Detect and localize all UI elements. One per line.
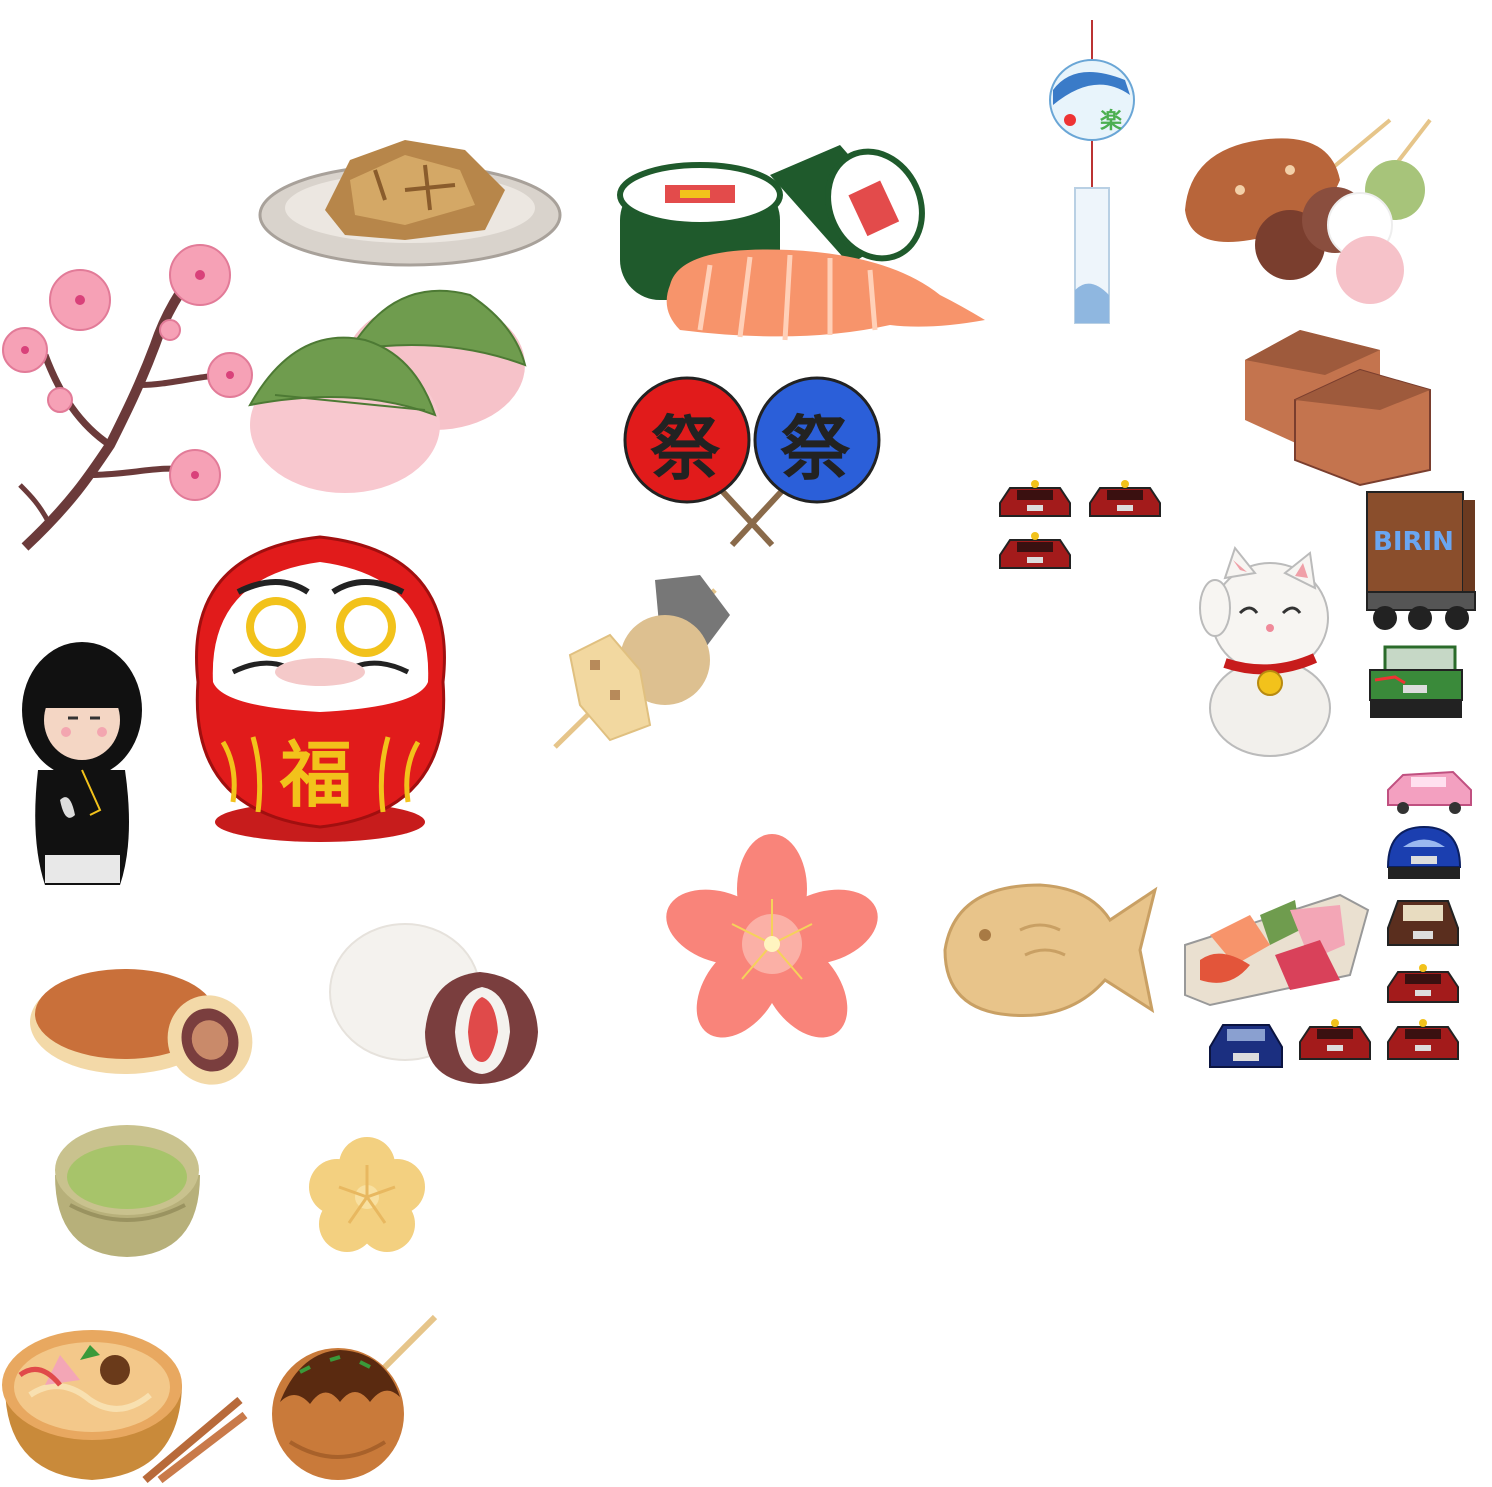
sakura-branch-icon[interactable] bbox=[0, 235, 265, 555]
yokan-icon[interactable] bbox=[1240, 330, 1435, 487]
sushi-roll-icon[interactable] bbox=[617, 145, 985, 368]
red-car-icon[interactable] bbox=[1383, 962, 1463, 1007]
sashimi-platter-icon[interactable] bbox=[1180, 885, 1370, 1010]
takoyaki-icon[interactable] bbox=[270, 1312, 440, 1482]
wind-chime-icon[interactable]: 楽 bbox=[1045, 20, 1140, 325]
dorayaki-icon[interactable] bbox=[30, 962, 255, 1087]
truck-icon[interactable]: BIRIN bbox=[1365, 490, 1477, 635]
red-car-icon[interactable] bbox=[1085, 478, 1165, 520]
taiyaki-icon[interactable] bbox=[940, 870, 1158, 1020]
blue-sports-car-icon[interactable] bbox=[1205, 1017, 1287, 1072]
red-car-icon[interactable] bbox=[1383, 1017, 1463, 1065]
pink-car-icon[interactable] bbox=[1383, 760, 1473, 815]
uchiwa-fans-icon[interactable]: 祭 祭 bbox=[622, 376, 882, 550]
dango-icon[interactable] bbox=[1180, 118, 1435, 305]
brown-car-icon[interactable] bbox=[1383, 893, 1463, 953]
uchiwa-left-kanji: 祭 bbox=[650, 408, 721, 490]
kokeshi-doll-icon[interactable] bbox=[20, 640, 145, 890]
tofu-plate-icon[interactable] bbox=[255, 130, 565, 270]
oden-skewer-icon[interactable] bbox=[550, 575, 735, 750]
red-car-icon[interactable] bbox=[995, 530, 1075, 572]
blue-beetle-icon[interactable] bbox=[1383, 822, 1465, 884]
matcha-bowl-icon[interactable] bbox=[50, 1115, 205, 1260]
red-car-icon[interactable] bbox=[1295, 1017, 1375, 1065]
green-jeep-icon[interactable] bbox=[1365, 645, 1465, 720]
sakura-flower-icon[interactable] bbox=[662, 832, 882, 1044]
sakura-mochi-icon[interactable] bbox=[245, 285, 530, 495]
daifuku-icon[interactable] bbox=[329, 922, 540, 1087]
wagashi-icon[interactable] bbox=[305, 1135, 430, 1255]
truck-label: BIRIN bbox=[1373, 527, 1454, 557]
uchiwa-right-kanji: 祭 bbox=[780, 408, 851, 490]
daruma-kanji: 福 bbox=[279, 733, 352, 817]
ramen-icon[interactable] bbox=[0, 1325, 248, 1485]
svg-text:楽: 楽 bbox=[1100, 108, 1123, 134]
maneki-neko-icon[interactable] bbox=[1195, 545, 1335, 757]
red-car-icon[interactable] bbox=[995, 478, 1075, 520]
daruma-icon[interactable]: 福 bbox=[178, 532, 463, 844]
